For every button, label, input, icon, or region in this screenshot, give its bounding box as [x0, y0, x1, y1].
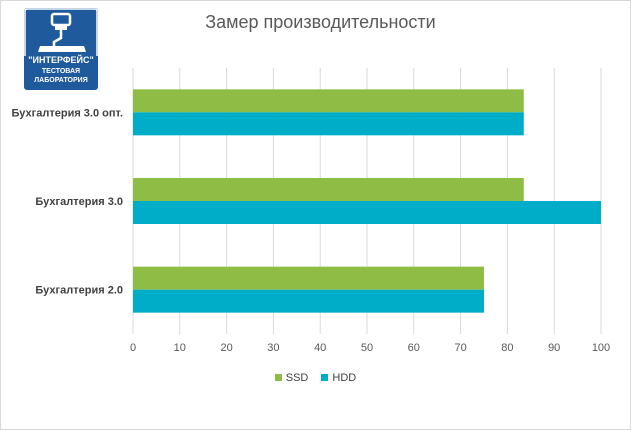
chart-title: Замер производительности — [205, 12, 436, 32]
x-tick-label: 70 — [454, 342, 466, 354]
x-tick-label: 20 — [220, 342, 232, 354]
logo-subtitle-line2: ЛАБОРАТОРИЯ — [34, 77, 88, 84]
x-tick-label: 60 — [408, 342, 420, 354]
category-label: Бухгалтерия 3.0 — [35, 196, 123, 208]
legend-swatch-ssd — [274, 374, 282, 381]
x-tick-label: 40 — [314, 342, 326, 354]
bar-ssd — [133, 89, 524, 113]
category-label: Бухгалтерия 2.0 — [35, 285, 123, 297]
x-tick-label: 10 — [174, 342, 186, 354]
logo-subtitle-line1: ТЕСТОВАЯ — [41, 68, 81, 75]
legend-label-hdd: HDD — [332, 372, 357, 384]
logo-name: "ИНТЕРФЕЙС" — [28, 55, 94, 65]
monitor-icon — [24, 8, 98, 56]
x-tick-label: 50 — [361, 342, 373, 354]
x-tick-label: 80 — [501, 342, 513, 354]
x-tick-label: 30 — [267, 342, 279, 354]
legend-item-hdd: HDD — [321, 372, 356, 384]
bar-ssd — [133, 266, 484, 290]
lab-logo: "ИНТЕРФЕЙС" ТЕСТОВАЯ ЛАБОРАТОРИЯ — [24, 8, 98, 90]
x-tick-label: 90 — [548, 342, 560, 354]
bar-hdd — [133, 201, 601, 224]
x-tick-label: 0 — [130, 342, 136, 354]
category-label: Бухгалтерия 3.0 опт. — [12, 107, 123, 119]
legend-swatch-hdd — [321, 374, 329, 381]
legend-item-ssd: SSD — [274, 372, 309, 384]
bar-hdd — [133, 289, 484, 313]
chart-legend: SSD HDD — [0, 372, 631, 384]
bar-ssd — [133, 178, 524, 201]
legend-label-ssd: SSD — [285, 372, 309, 384]
x-tick-label: 100 — [592, 342, 610, 354]
logo-subtitle: ТЕСТОВАЯ ЛАБОРАТОРИЯ — [24, 67, 98, 85]
bar-hdd — [133, 112, 524, 136]
